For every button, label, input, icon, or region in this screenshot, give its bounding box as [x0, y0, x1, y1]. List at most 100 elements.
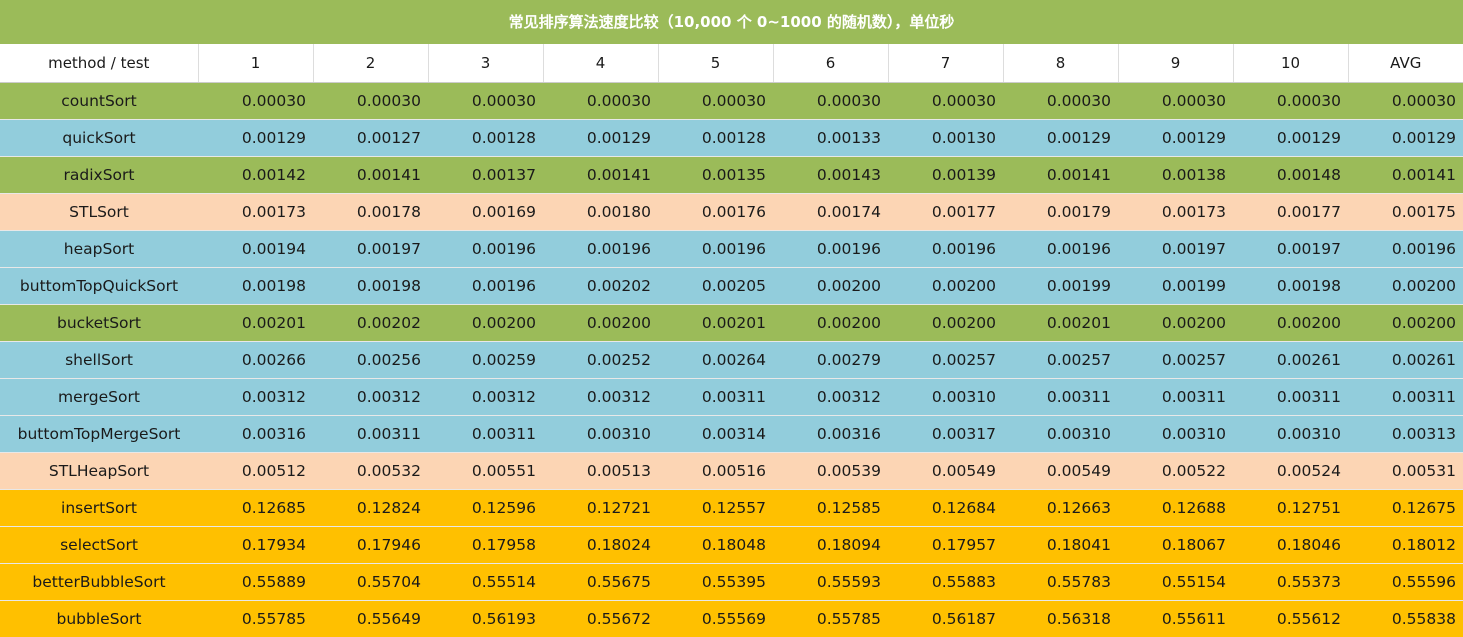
- time-value-cell: 0.00198: [313, 268, 428, 305]
- time-value-cell: 0.00316: [773, 416, 888, 453]
- time-value-cell: 0.00200: [773, 268, 888, 305]
- time-value-cell: 0.00252: [543, 342, 658, 379]
- time-value-cell: 0.00513: [543, 453, 658, 490]
- method-name-cell: mergeSort: [0, 379, 198, 416]
- time-value-cell: 0.00196: [773, 231, 888, 268]
- time-value-cell: 0.00311: [1118, 379, 1233, 416]
- column-header-10: 10: [1233, 44, 1348, 83]
- time-value-cell: 0.00130: [888, 120, 1003, 157]
- time-value-cell: 0.17934: [198, 527, 313, 564]
- time-value-cell: 0.00257: [888, 342, 1003, 379]
- time-value-cell: 0.00516: [658, 453, 773, 490]
- method-name-cell: heapSort: [0, 231, 198, 268]
- time-value-cell: 0.00312: [313, 379, 428, 416]
- time-value-cell: 0.55704: [313, 564, 428, 601]
- time-value-cell: 0.00141: [313, 157, 428, 194]
- time-value-cell: 0.00030: [1003, 83, 1118, 120]
- time-value-cell: 0.17958: [428, 527, 543, 564]
- time-value-cell: 0.55373: [1233, 564, 1348, 601]
- time-value-cell: 0.00129: [543, 120, 658, 157]
- time-value-cell: 0.00311: [428, 416, 543, 453]
- time-value-cell: 0.00200: [888, 305, 1003, 342]
- method-name-cell: buttomTopQuickSort: [0, 268, 198, 305]
- time-value-cell: 0.55785: [198, 601, 313, 637]
- time-value-cell: 0.18046: [1233, 527, 1348, 564]
- time-value-cell: 0.55883: [888, 564, 1003, 601]
- time-value-cell: 0.00551: [428, 453, 543, 490]
- time-value-cell: 0.55785: [773, 601, 888, 637]
- avg-value-cell: 0.18012: [1348, 527, 1463, 564]
- time-value-cell: 0.55783: [1003, 564, 1118, 601]
- time-value-cell: 0.00030: [313, 83, 428, 120]
- time-value-cell: 0.00312: [773, 379, 888, 416]
- time-value-cell: 0.00312: [198, 379, 313, 416]
- time-value-cell: 0.00310: [1003, 416, 1118, 453]
- method-name-cell: quickSort: [0, 120, 198, 157]
- time-value-cell: 0.00310: [888, 379, 1003, 416]
- time-value-cell: 0.00266: [198, 342, 313, 379]
- time-value-cell: 0.17957: [888, 527, 1003, 564]
- time-value-cell: 0.00539: [773, 453, 888, 490]
- time-value-cell: 0.00133: [773, 120, 888, 157]
- time-value-cell: 0.55672: [543, 601, 658, 637]
- time-value-cell: 0.12824: [313, 490, 428, 527]
- time-value-cell: 0.00197: [1233, 231, 1348, 268]
- time-value-cell: 0.00197: [313, 231, 428, 268]
- time-value-cell: 0.55569: [658, 601, 773, 637]
- time-value-cell: 0.00141: [543, 157, 658, 194]
- time-value-cell: 0.00030: [198, 83, 313, 120]
- time-value-cell: 0.55889: [198, 564, 313, 601]
- time-value-cell: 0.56187: [888, 601, 1003, 637]
- column-header-3: 3: [428, 44, 543, 83]
- time-value-cell: 0.00128: [658, 120, 773, 157]
- time-value-cell: 0.00141: [1003, 157, 1118, 194]
- time-value-cell: 0.55611: [1118, 601, 1233, 637]
- time-value-cell: 0.00196: [428, 268, 543, 305]
- time-value-cell: 0.00264: [658, 342, 773, 379]
- time-value-cell: 0.00176: [658, 194, 773, 231]
- time-value-cell: 0.00030: [658, 83, 773, 120]
- time-value-cell: 0.55675: [543, 564, 658, 601]
- time-value-cell: 0.00127: [313, 120, 428, 157]
- time-value-cell: 0.00257: [1003, 342, 1118, 379]
- time-value-cell: 0.55612: [1233, 601, 1348, 637]
- avg-value-cell: 0.00531: [1348, 453, 1463, 490]
- time-value-cell: 0.00199: [1118, 268, 1233, 305]
- method-name-cell: insertSort: [0, 490, 198, 527]
- avg-value-cell: 0.12675: [1348, 490, 1463, 527]
- column-header-5: 5: [658, 44, 773, 83]
- time-value-cell: 0.00137: [428, 157, 543, 194]
- time-value-cell: 0.56318: [1003, 601, 1118, 637]
- time-value-cell: 0.00549: [888, 453, 1003, 490]
- method-name-cell: radixSort: [0, 157, 198, 194]
- time-value-cell: 0.00173: [1118, 194, 1233, 231]
- time-value-cell: 0.00196: [658, 231, 773, 268]
- time-value-cell: 0.00310: [543, 416, 658, 453]
- time-value-cell: 0.00173: [198, 194, 313, 231]
- avg-value-cell: 0.00311: [1348, 379, 1463, 416]
- time-value-cell: 0.00139: [888, 157, 1003, 194]
- time-value-cell: 0.00129: [1233, 120, 1348, 157]
- time-value-cell: 0.00310: [1233, 416, 1348, 453]
- time-value-cell: 0.00202: [313, 305, 428, 342]
- table-title: 常见排序算法速度比较（10,000 个 0~1000 的随机数），单位秒: [0, 0, 1463, 44]
- method-name-cell: countSort: [0, 83, 198, 120]
- method-name-cell: betterBubbleSort: [0, 564, 198, 601]
- avg-value-cell: 0.55838: [1348, 601, 1463, 637]
- time-value-cell: 0.00259: [428, 342, 543, 379]
- avg-value-cell: 0.00261: [1348, 342, 1463, 379]
- time-value-cell: 0.00200: [1118, 305, 1233, 342]
- time-value-cell: 0.00314: [658, 416, 773, 453]
- time-value-cell: 0.18094: [773, 527, 888, 564]
- time-value-cell: 0.00200: [1233, 305, 1348, 342]
- time-value-cell: 0.00316: [198, 416, 313, 453]
